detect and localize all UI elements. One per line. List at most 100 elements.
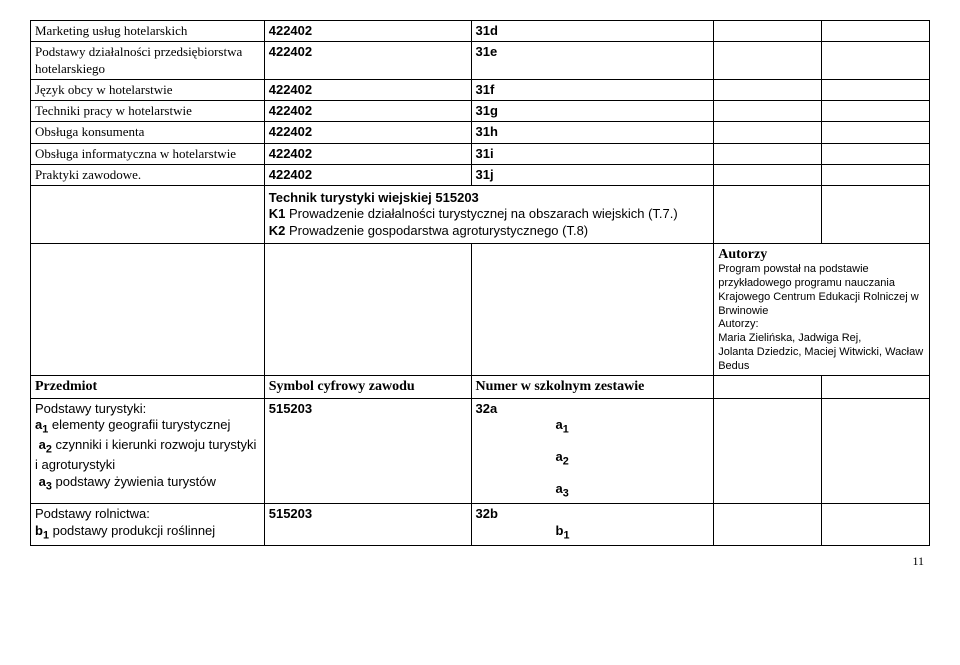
empty-cell bbox=[714, 122, 822, 143]
sub-label: a bbox=[39, 474, 46, 489]
sub-text: elementy geografii turystycznej bbox=[48, 417, 230, 432]
subject-cell: Techniki pracy w hotelarstwie bbox=[31, 101, 265, 122]
code-cell: 515203 bbox=[264, 504, 471, 545]
table-row: Obsługa informatyczna w hotelarstwie 422… bbox=[31, 143, 930, 164]
authors-line: Jolanta Dziedzic, Maciej Witwicki, Wacła… bbox=[718, 346, 925, 374]
empty-cell bbox=[714, 143, 822, 164]
sub-line: a2 czynniki i kierunki rozwoju turystyki… bbox=[35, 437, 260, 473]
k1-label: K1 bbox=[269, 206, 286, 221]
num-sub: a3 bbox=[476, 481, 710, 501]
num-main: 32a bbox=[476, 401, 710, 417]
subject-cell: Obsługa informatyczna w hotelarstwie bbox=[31, 143, 265, 164]
table-row: Podstawy rolnictwa: b1 podstawy produkcj… bbox=[31, 504, 930, 545]
table-row: Język obcy w hotelarstwie 422402 31f bbox=[31, 79, 930, 100]
k2-text: Prowadzenie gospodarstwa agroturystyczne… bbox=[289, 223, 588, 238]
code-cell: 422402 bbox=[264, 21, 471, 42]
header-num: Numer w szkolnym zestawie bbox=[471, 376, 714, 399]
sub-text: podstawy żywienia turystów bbox=[52, 474, 216, 489]
num-sub-label: a bbox=[556, 417, 563, 432]
empty-cell bbox=[822, 79, 930, 100]
code-cell: 422402 bbox=[264, 164, 471, 185]
empty-cell bbox=[31, 186, 265, 244]
authors-cell: Autorzy Program powstał na podstawie prz… bbox=[714, 243, 930, 376]
empty-cell bbox=[714, 164, 822, 185]
tech-title-cell: Technik turystyki wiejskiej 515203 K1 Pr… bbox=[264, 186, 713, 244]
num-cell: 31d bbox=[471, 21, 714, 42]
authors-heading: Autorzy bbox=[718, 246, 925, 264]
num-cell: 31g bbox=[471, 101, 714, 122]
sub-text: czynniki i kierunki rozwoju turystyki i … bbox=[35, 437, 256, 472]
authors-line: Program powstał na podstawie przykładowe… bbox=[718, 263, 925, 318]
empty-cell bbox=[264, 243, 471, 376]
empty-cell bbox=[822, 21, 930, 42]
num-sub: a2 bbox=[476, 449, 710, 469]
empty-cell bbox=[471, 243, 714, 376]
num-sub: b1 bbox=[476, 523, 710, 543]
sub-label: a bbox=[39, 437, 46, 452]
tech-line: K1 Prowadzenie działalności turystycznej… bbox=[269, 206, 709, 222]
table-row: Techniki pracy w hotelarstwie 422402 31g bbox=[31, 101, 930, 122]
authors-line: Maria Zielińska, Jadwiga Rej, bbox=[718, 332, 925, 346]
empty-cell bbox=[714, 79, 822, 100]
subject-cell: Marketing usług hotelarskich bbox=[31, 21, 265, 42]
subject-title: Podstawy turystyki: bbox=[35, 401, 260, 417]
num-sub-idx: 1 bbox=[563, 424, 569, 436]
code-cell: 422402 bbox=[264, 101, 471, 122]
code-cell: 515203 bbox=[264, 398, 471, 504]
empty-cell bbox=[822, 164, 930, 185]
empty-cell bbox=[714, 376, 822, 399]
table-row: Marketing usług hotelarskich 422402 31d bbox=[31, 21, 930, 42]
sub-line: a1 elementy geografii turystycznej bbox=[35, 417, 260, 437]
table-row: Autorzy Program powstał na podstawie prz… bbox=[31, 243, 930, 376]
table-row: Praktyki zawodowe. 422402 31j bbox=[31, 164, 930, 185]
code-cell: 422402 bbox=[264, 79, 471, 100]
num-cell: 32b b1 bbox=[471, 504, 714, 545]
authors-line: Autorzy: bbox=[718, 318, 925, 332]
curriculum-table: Marketing usług hotelarskich 422402 31d … bbox=[30, 20, 930, 546]
empty-cell bbox=[822, 186, 930, 244]
table-row: Technik turystyki wiejskiej 515203 K1 Pr… bbox=[31, 186, 930, 244]
code-cell: 422402 bbox=[264, 122, 471, 143]
num-cell: 31i bbox=[471, 143, 714, 164]
header-subject: Przedmiot bbox=[31, 376, 265, 399]
empty-cell bbox=[822, 504, 930, 545]
subject-cell: Podstawy rolnictwa: b1 podstawy produkcj… bbox=[31, 504, 265, 545]
num-cell: 31f bbox=[471, 79, 714, 100]
empty-cell bbox=[714, 42, 822, 80]
empty-cell bbox=[822, 398, 930, 504]
empty-cell bbox=[714, 504, 822, 545]
sub-text: podstawy produkcji roślinnej bbox=[49, 523, 215, 538]
subject-cell: Obsługa konsumenta bbox=[31, 122, 265, 143]
code-cell: 422402 bbox=[264, 42, 471, 80]
sub-label: b bbox=[35, 523, 43, 538]
num-sub-label: a bbox=[556, 481, 563, 496]
subject-cell: Praktyki zawodowe. bbox=[31, 164, 265, 185]
empty-cell bbox=[822, 42, 930, 80]
subject-cell: Język obcy w hotelarstwie bbox=[31, 79, 265, 100]
subject-cell: Podstawy działalności przedsiębiorstwa h… bbox=[31, 42, 265, 80]
empty-cell bbox=[822, 376, 930, 399]
empty-cell bbox=[822, 101, 930, 122]
k1-text: Prowadzenie działalności turystycznej na… bbox=[289, 206, 678, 221]
table-row: Obsługa konsumenta 422402 31h bbox=[31, 122, 930, 143]
num-cell: 31h bbox=[471, 122, 714, 143]
header-code: Symbol cyfrowy zawodu bbox=[264, 376, 471, 399]
empty-cell bbox=[822, 143, 930, 164]
empty-cell bbox=[714, 398, 822, 504]
num-cell: 31e bbox=[471, 42, 714, 80]
header-row: Przedmiot Symbol cyfrowy zawodu Numer w … bbox=[31, 376, 930, 399]
subject-cell: Podstawy turystyki: a1 elementy geografi… bbox=[31, 398, 265, 504]
empty-cell bbox=[31, 243, 265, 376]
num-sub: a1 bbox=[476, 417, 710, 437]
table-row: Podstawy działalności przedsiębiorstwa h… bbox=[31, 42, 930, 80]
k2-label: K2 bbox=[269, 223, 286, 238]
num-cell: 32a a1 a2 a3 bbox=[471, 398, 714, 504]
tech-line: K2 Prowadzenie gospodarstwa agroturystyc… bbox=[269, 223, 709, 239]
num-cell: 31j bbox=[471, 164, 714, 185]
sub-line: b1 podstawy produkcji roślinnej bbox=[35, 523, 260, 543]
empty-cell bbox=[714, 186, 822, 244]
subject-title: Podstawy rolnictwa: bbox=[35, 506, 260, 522]
num-sub-label: a bbox=[556, 449, 563, 464]
code-cell: 422402 bbox=[264, 143, 471, 164]
empty-cell bbox=[822, 122, 930, 143]
